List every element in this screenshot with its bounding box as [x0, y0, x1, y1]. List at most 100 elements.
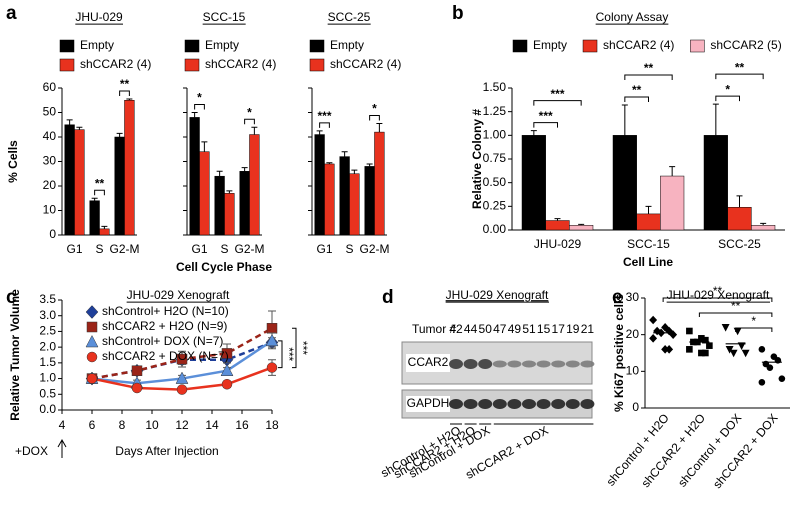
bar [521, 135, 546, 231]
tumor-number: 51 [522, 322, 536, 336]
marker [766, 364, 774, 371]
band-label-box [406, 396, 450, 412]
x-tick-label: SCC-25 [718, 237, 761, 251]
panel-letter: a [6, 3, 17, 24]
error-bar [226, 190, 233, 194]
bar [612, 135, 637, 231]
significance-bracket [698, 312, 773, 317]
marker [665, 345, 674, 354]
band-label: GAPDH [407, 396, 450, 410]
x-tick-label: 14 [205, 418, 219, 432]
legend-label: shCCAR2 (4) [80, 57, 151, 71]
tumor-number: 47 [493, 322, 507, 336]
blot-band [449, 399, 463, 409]
bar [239, 171, 250, 236]
x-tick-label: S [95, 242, 103, 256]
blot-band [580, 399, 595, 409]
significance-bracket [319, 122, 330, 128]
marker [702, 336, 709, 344]
error-bar [366, 163, 373, 167]
legend-swatch [59, 39, 75, 53]
marker [725, 346, 734, 354]
significance-label: *** [282, 347, 296, 361]
y-tick-label: 20 [626, 327, 640, 341]
bar [727, 207, 752, 231]
x-tick-label: JHU-029 [534, 237, 582, 251]
significance-label: *** [317, 109, 331, 123]
legend-label: shCCAR2 (4) [205, 57, 276, 71]
bar [314, 134, 325, 236]
y-tick-label: 1.00 [483, 128, 507, 142]
blot-title: JHU-029 Xenograft [446, 288, 549, 302]
marker [220, 363, 234, 376]
significance-label: ** [632, 83, 642, 97]
error-bar [216, 170, 223, 177]
marker [86, 351, 98, 363]
marker [649, 315, 658, 325]
bar [114, 136, 125, 236]
significance-bracket [369, 115, 380, 121]
error-bar [530, 130, 537, 136]
marker [221, 378, 233, 390]
y-tick-label: 0 [49, 227, 56, 241]
blot-band [492, 399, 507, 409]
marker [698, 349, 705, 357]
blot-band [463, 359, 478, 369]
error-bar [251, 126, 258, 135]
x-tick-label: G1 [191, 242, 207, 256]
marker [176, 353, 188, 365]
x-tick-label: G2-M [110, 242, 140, 256]
y-tick-label: 2.0 [39, 339, 56, 353]
legend-label: Empty [205, 38, 239, 52]
legend-label: Empty [533, 38, 567, 52]
y-axis-label: % Cells [6, 140, 20, 183]
chart-title: SCC-15 [203, 10, 246, 24]
y-axis-label: % Ki67 positive cells [612, 294, 626, 412]
tumor-label: Tumor # [412, 322, 457, 336]
significance-bracket [194, 104, 205, 110]
x-tick-label: 10 [145, 418, 159, 432]
error-bar [116, 132, 123, 137]
bar [64, 124, 75, 236]
significance-label: ** [735, 60, 745, 74]
marker [686, 346, 693, 353]
event-label: +DOX [15, 444, 48, 458]
x-axis-label: Cell Line [623, 255, 673, 269]
significance-label: * [725, 82, 730, 96]
y-tick-label: 1.5 [39, 355, 56, 369]
bar [349, 173, 360, 236]
marker [649, 334, 658, 343]
y-axis-label: Relative Tumor Volume [8, 289, 22, 421]
significance-bracket [662, 297, 773, 302]
x-tick-label: SCC-15 [627, 237, 670, 251]
y-tick-label: 1.0 [39, 371, 56, 385]
blot-band [522, 399, 536, 409]
significance-label: ** [731, 299, 741, 313]
error-bar [578, 223, 585, 226]
bar [249, 134, 260, 236]
significance-label: * [197, 91, 202, 105]
tumor-number: 15 [537, 322, 551, 336]
y-axis-label: Relative Colony # [470, 109, 484, 209]
legend-swatch [184, 58, 200, 72]
error-bar [621, 104, 628, 136]
blot-band [507, 360, 522, 368]
significance-label: * [751, 314, 756, 328]
significance-label: ** [644, 61, 654, 75]
legend-label: shCCAR2 (5) [710, 38, 781, 52]
significance-bracket [278, 340, 283, 369]
error-bar [326, 162, 333, 164]
marker [758, 346, 766, 353]
bar [74, 129, 85, 236]
y-tick-label: 0.5 [39, 386, 56, 400]
x-tick-label: 4 [59, 418, 66, 432]
y-tick-label: 0.0 [39, 402, 56, 416]
error-bar [554, 218, 561, 221]
bar [660, 175, 685, 231]
tumor-number: 19 [566, 322, 580, 336]
marker [266, 323, 278, 334]
legend-swatch [309, 58, 325, 72]
legend-label: shCCAR2 + DOX (N=7) [102, 349, 229, 363]
